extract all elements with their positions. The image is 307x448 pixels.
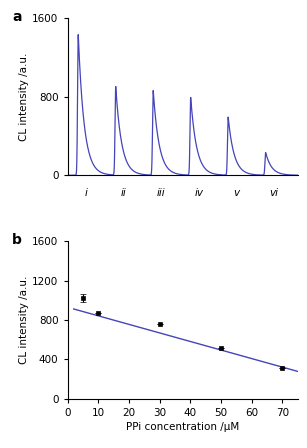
- Text: iii: iii: [157, 188, 165, 198]
- Text: b: b: [12, 233, 22, 247]
- Y-axis label: CL intensity /a.u.: CL intensity /a.u.: [19, 52, 29, 141]
- X-axis label: PPi concentration /μM: PPi concentration /μM: [126, 422, 239, 432]
- Text: a: a: [12, 10, 22, 24]
- Text: iv: iv: [194, 188, 203, 198]
- Text: v: v: [233, 188, 239, 198]
- Text: vi: vi: [269, 188, 278, 198]
- Text: ii: ii: [121, 188, 127, 198]
- Text: i: i: [85, 188, 88, 198]
- Y-axis label: CL intensity /a.u.: CL intensity /a.u.: [19, 276, 29, 364]
